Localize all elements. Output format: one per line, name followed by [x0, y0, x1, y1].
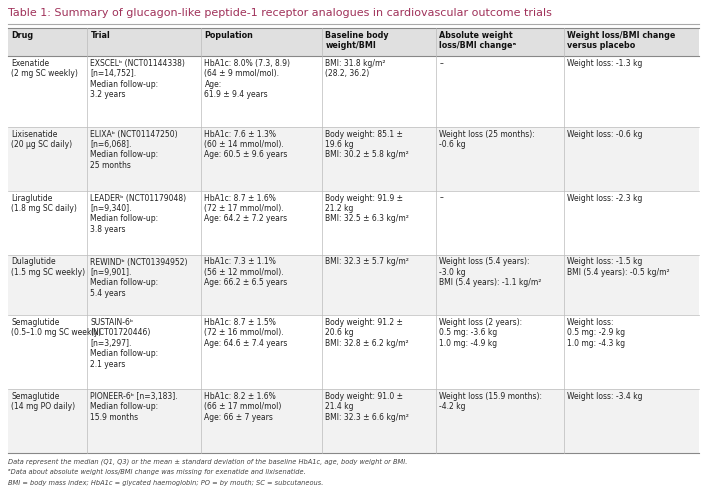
Text: HbA1c: 7.6 ± 1.3%
(60 ± 14 mmol/mol).
Age: 60.5 ± 9.6 years: HbA1c: 7.6 ± 1.3% (60 ± 14 mmol/mol). Ag…: [204, 130, 288, 159]
Text: –: –: [440, 193, 443, 202]
Text: HbA1c: 8.7 ± 1.6%
(72 ± 17 mmol/mol).
Age: 64.2 ± 7.2 years: HbA1c: 8.7 ± 1.6% (72 ± 17 mmol/mol). Ag…: [204, 193, 288, 223]
Text: LEADERᵇ (NCT01179048)
[n=9,340].
Median follow-up:
3.8 years: LEADERᵇ (NCT01179048) [n=9,340]. Median …: [90, 193, 187, 234]
Text: Weight loss (25 months):
-0.6 kg: Weight loss (25 months): -0.6 kg: [440, 130, 535, 149]
Text: Population: Population: [204, 31, 253, 40]
Text: Weight loss:
0.5 mg: -2.9 kg
1.0 mg: -4.3 kg: Weight loss: 0.5 mg: -2.9 kg 1.0 mg: -4.…: [567, 318, 626, 348]
Text: Weight loss: -2.3 kg: Weight loss: -2.3 kg: [567, 193, 643, 202]
Text: Baseline body
weight/BMI: Baseline body weight/BMI: [325, 31, 389, 51]
Text: Weight loss/BMI change
versus placebo: Weight loss/BMI change versus placebo: [567, 31, 676, 51]
Text: HbA1c: 8.0% (7.3, 8.9)
(64 ± 9 mmol/mol).
Age:
61.9 ± 9.4 years: HbA1c: 8.0% (7.3, 8.9) (64 ± 9 mmol/mol)…: [204, 59, 291, 99]
Text: Weight loss (5.4 years):
-3.0 kg
BMI (5.4 years): -1.1 kg/m²: Weight loss (5.4 years): -3.0 kg BMI (5.…: [440, 258, 542, 287]
Text: Body weight: 91.9 ±
21.2 kg
BMI: 32.5 ± 6.3 kg/m²: Body weight: 91.9 ± 21.2 kg BMI: 32.5 ± …: [325, 193, 409, 223]
Bar: [8, 56, 699, 127]
Text: Body weight: 85.1 ±
19.6 kg
BMI: 30.2 ± 5.8 kg/m²: Body weight: 85.1 ± 19.6 kg BMI: 30.2 ± …: [325, 130, 409, 159]
Text: BMI: 32.3 ± 5.7 kg/m²: BMI: 32.3 ± 5.7 kg/m²: [325, 258, 409, 267]
Text: Weight loss (2 years):
0.5 mg: -3.6 kg
1.0 mg: -4.9 kg: Weight loss (2 years): 0.5 mg: -3.6 kg 1…: [440, 318, 522, 348]
Bar: [8, 315, 699, 389]
Text: Drug: Drug: [11, 31, 33, 40]
Text: ᵃData about absolute weight loss/BMI change was missing for exenatide and lixise: ᵃData about absolute weight loss/BMI cha…: [8, 469, 305, 475]
Text: Weight loss: -1.5 kg
BMI (5.4 years): -0.5 kg/m²: Weight loss: -1.5 kg BMI (5.4 years): -0…: [567, 258, 670, 277]
Bar: [8, 255, 699, 315]
Text: BMI = body mass index; HbA1c = glycated haemoglobin; PO = by mouth; SC = subcuta: BMI = body mass index; HbA1c = glycated …: [8, 480, 323, 486]
Text: Liraglutide
(1.8 mg SC daily): Liraglutide (1.8 mg SC daily): [11, 193, 77, 213]
Text: REWINDᵇ (NCT01394952)
[n=9,901].
Median follow-up:
5.4 years: REWINDᵇ (NCT01394952) [n=9,901]. Median …: [90, 258, 188, 298]
Text: Semaglutide
(14 mg PO daily): Semaglutide (14 mg PO daily): [11, 392, 75, 411]
Text: ELIXAᵇ (NCT01147250)
[n=6,068].
Median follow-up:
25 months: ELIXAᵇ (NCT01147250) [n=6,068]. Median f…: [90, 130, 178, 170]
Text: Weight loss (15.9 months):
-4.2 kg: Weight loss (15.9 months): -4.2 kg: [440, 392, 542, 411]
Text: Absolute weight
loss/BMI changeᵃ: Absolute weight loss/BMI changeᵃ: [440, 31, 517, 51]
Text: Semaglutide
(0.5–1.0 mg SC weekly): Semaglutide (0.5–1.0 mg SC weekly): [11, 318, 101, 338]
Text: HbA1c: 7.3 ± 1.1%
(56 ± 12 mmol/mol).
Age: 66.2 ± 6.5 years: HbA1c: 7.3 ± 1.1% (56 ± 12 mmol/mol). Ag…: [204, 258, 288, 287]
Text: SUSTAIN-6ᵇ
(NCT01720446)
[n=3,297].
Median follow-up:
2.1 years: SUSTAIN-6ᵇ (NCT01720446) [n=3,297]. Medi…: [90, 318, 158, 369]
Bar: [8, 127, 699, 190]
Text: Weight loss: -3.4 kg: Weight loss: -3.4 kg: [567, 392, 643, 401]
Text: Data represent the median (Q1, Q3) or the mean ± standard deviation of the basel: Data represent the median (Q1, Q3) or th…: [8, 458, 407, 464]
Text: Trial: Trial: [90, 31, 110, 40]
Bar: [8, 190, 699, 255]
Text: Weight loss: -0.6 kg: Weight loss: -0.6 kg: [567, 130, 643, 139]
Text: HbA1c: 8.2 ± 1.6%
(66 ± 17 mmol/mol)
Age: 66 ± 7 years: HbA1c: 8.2 ± 1.6% (66 ± 17 mmol/mol) Age…: [204, 392, 282, 422]
Text: Weight loss: -1.3 kg: Weight loss: -1.3 kg: [567, 59, 643, 68]
Text: –: –: [440, 59, 443, 68]
Bar: [8, 389, 699, 453]
Bar: [8, 28, 699, 56]
Text: HbA1c: 8.7 ± 1.5%
(72 ± 16 mmol/mol).
Age: 64.6 ± 7.4 years: HbA1c: 8.7 ± 1.5% (72 ± 16 mmol/mol). Ag…: [204, 318, 288, 348]
Text: EXSCELᵇ (NCT01144338)
[n=14,752].
Median follow-up:
3.2 years: EXSCELᵇ (NCT01144338) [n=14,752]. Median…: [90, 59, 185, 99]
Text: Body weight: 91.0 ±
21.4 kg
BMI: 32.3 ± 6.6 kg/m²: Body weight: 91.0 ± 21.4 kg BMI: 32.3 ± …: [325, 392, 409, 422]
Text: Exenatide
(2 mg SC weekly): Exenatide (2 mg SC weekly): [11, 59, 78, 78]
Text: PIONEER-6ᵇ [n=3,183].
Median follow-up:
15.9 months: PIONEER-6ᵇ [n=3,183]. Median follow-up: …: [90, 392, 178, 422]
Text: BMI: 31.8 kg/m²
(28.2, 36.2): BMI: 31.8 kg/m² (28.2, 36.2): [325, 59, 386, 78]
Text: Lixisenatide
(20 μg SC daily): Lixisenatide (20 μg SC daily): [11, 130, 72, 149]
Text: Dulaglutide
(1.5 mg SC weekly): Dulaglutide (1.5 mg SC weekly): [11, 258, 85, 277]
Text: Body weight: 91.2 ±
20.6 kg
BMI: 32.8 ± 6.2 kg/m²: Body weight: 91.2 ± 20.6 kg BMI: 32.8 ± …: [325, 318, 409, 348]
Text: Table 1: Summary of glucagon-like peptide-1 receptor analogues in cardiovascular: Table 1: Summary of glucagon-like peptid…: [8, 8, 552, 18]
